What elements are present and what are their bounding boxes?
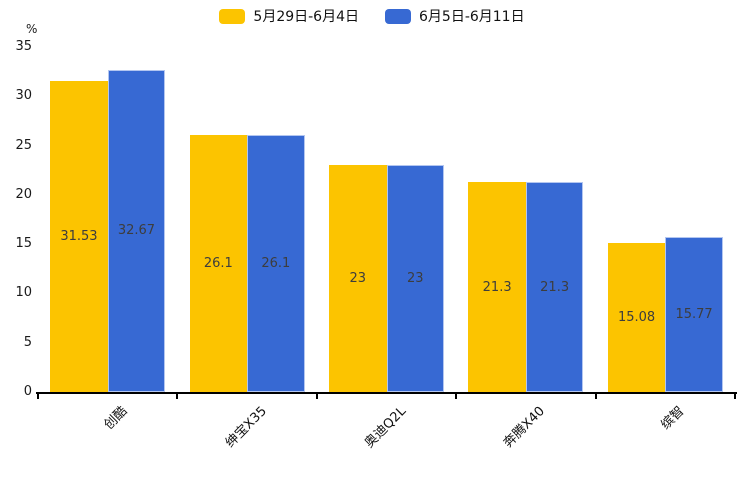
bar-创酷-series2[interactable]: 32.67 [107,69,166,392]
x-axis-tick [734,394,736,399]
bar-绅宝X35-series1[interactable]: 26.1 [189,134,248,392]
x-category-label-缤智: 缤智 [658,403,688,433]
bar-奥迪Q2L-series2[interactable]: 23 [386,165,444,392]
bar-value-label: 26.1 [203,255,233,271]
bar-value-label: 23 [349,271,367,287]
legend-swatch-blue [385,8,411,24]
y-tick-label-5: 5 [23,334,32,350]
bar-value-label: 31.53 [60,229,98,245]
bar-value-label: 23 [406,271,424,287]
legend-swatch-yellow [219,8,246,24]
bar-缤智-series2[interactable]: 15.77 [665,236,723,392]
bar-绅宝X35-series2[interactable]: 26.1 [247,134,305,392]
x-category-label-奔腾X40: 奔腾X40 [501,403,549,451]
bar-value-label: 21.3 [540,279,570,295]
bar-value-label: 26.1 [261,255,291,271]
x-axis-tick [37,394,39,399]
y-tick-label-10: 10 [15,285,32,301]
x-axis-tick [176,394,179,399]
y-tick-label-20: 20 [15,186,32,202]
bar-奥迪Q2L-series1[interactable]: 23 [329,165,387,392]
y-tick-label-15: 15 [15,236,32,252]
y-axis-unit-label: % [26,22,38,36]
legend: 5月29日-6月4日 6月5日-6月11日 [0,6,744,26]
bar-value-label: 32.67 [117,223,156,239]
bar-创酷-series1[interactable]: 31.53 [50,81,108,392]
x-axis-tick [594,394,597,399]
y-tick-label-30: 30 [15,88,32,104]
legend-label-week1: 5月29日-6月4日 [253,9,359,25]
x-category-label-绅宝X35: 绅宝X35 [222,403,270,451]
legend-label-week2: 6月5日-6月11日 [419,9,525,25]
bar-value-label: 15.77 [675,306,713,322]
legend-item-week1[interactable]: 5月29日-6月4日 [219,6,359,26]
legend-item-week2[interactable]: 6月5日-6月11日 [385,6,525,26]
x-axis-tick [455,394,458,399]
y-tick-label-25: 25 [15,137,32,153]
y-tick-label-35: 35 [15,39,32,54]
x-category-label-奥迪Q2L: 奥迪Q2L [361,403,409,452]
bar-奔腾X40-series1[interactable]: 21.3 [468,182,526,392]
bar-缤智-series1[interactable]: 15.08 [607,243,666,392]
bar-奔腾X40-series2[interactable]: 21.3 [525,182,584,392]
x-category-label-创酷: 创酷 [101,403,131,433]
y-tick-label-0: 0 [23,384,32,399]
bar-value-label: 15.08 [617,310,656,326]
bar-value-label: 21.3 [482,279,512,295]
x-axis-line [36,392,737,394]
x-axis-tick [315,394,318,399]
